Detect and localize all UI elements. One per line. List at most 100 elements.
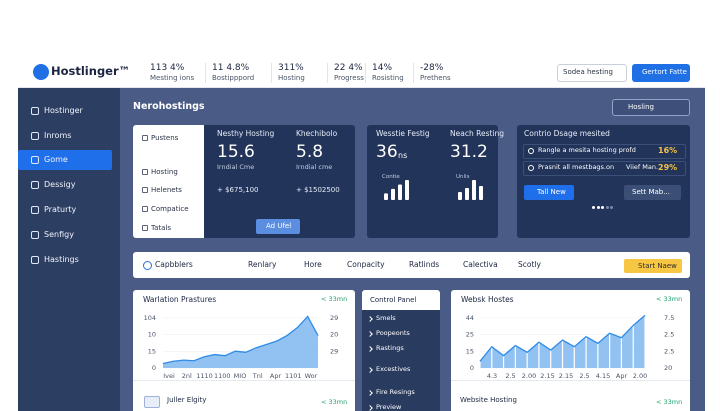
sidebar-icon[interactable] xyxy=(31,156,39,164)
sidebar-icon[interactable] xyxy=(31,107,39,115)
control-item[interactable]: Fire Resings xyxy=(376,388,415,396)
search-text[interactable]: Sodea hesting xyxy=(563,68,613,76)
stat-label: Mesting ions xyxy=(150,74,195,82)
tab-item[interactable]: Ratlinds xyxy=(409,260,440,269)
stat-label: Prethens xyxy=(420,74,451,82)
pager-dot[interactable] xyxy=(610,206,613,209)
menu-item[interactable]: Hosting xyxy=(151,168,178,176)
menu-item[interactable]: Helenets xyxy=(151,186,182,194)
pager-dot[interactable] xyxy=(605,206,609,209)
tab-item[interactable]: Conpacity xyxy=(347,260,385,269)
control-item[interactable]: Preview xyxy=(376,403,402,411)
usage-secondary-text[interactable]: Sett Mab... xyxy=(632,188,670,196)
chart-badge: < 33mn xyxy=(321,295,348,303)
sidebar-icon[interactable] xyxy=(31,181,39,189)
chart-badge: < 33mn xyxy=(656,295,683,303)
tab-item[interactable]: Scotly xyxy=(518,260,541,269)
menu-icon xyxy=(142,206,148,212)
control-header xyxy=(362,290,440,310)
metric-value: 15.6 xyxy=(217,142,255,162)
sidebar-icon[interactable] xyxy=(31,256,39,264)
header-button[interactable] xyxy=(632,64,690,82)
search-box[interactable] xyxy=(557,64,627,82)
select[interactable] xyxy=(612,99,690,116)
tab-button-text[interactable]: Start Naew xyxy=(638,262,677,270)
stats-unit: ns xyxy=(398,151,408,160)
chart-divider xyxy=(133,380,355,381)
footer-icon xyxy=(144,396,160,408)
pager-dot[interactable] xyxy=(601,206,604,209)
menu-icon xyxy=(142,169,148,175)
logo: Hostlinger™ xyxy=(51,64,131,78)
metrics-button-text[interactable]: Ad Ufel xyxy=(266,222,292,230)
chart-footer: Juller Elgity xyxy=(167,396,207,404)
stat-divider xyxy=(327,63,328,83)
sidebar-icon[interactable] xyxy=(31,132,39,140)
metric-delta: + $675,100 xyxy=(217,186,259,194)
stats-bar-label: Contie xyxy=(382,174,400,180)
sidebar-icon[interactable] xyxy=(31,231,39,239)
usage-icon xyxy=(528,165,534,171)
sidebar-active xyxy=(18,150,112,170)
pager-dot[interactable] xyxy=(596,206,600,209)
stat-label: Bostipppord xyxy=(212,74,255,82)
tab-button[interactable] xyxy=(624,259,682,273)
stat-value: 14% xyxy=(372,63,393,73)
chart-footer-badge: < 33mn xyxy=(321,398,348,406)
sidebar-item[interactable]: Inroms xyxy=(44,131,72,140)
sidebar-item[interactable]: Senfigy xyxy=(44,230,74,239)
stats-value: 36 xyxy=(376,142,398,162)
menu-card xyxy=(133,125,204,238)
chart-title: Warlation Prastures xyxy=(143,295,217,304)
metrics-button[interactable] xyxy=(256,219,300,234)
usage-row xyxy=(523,144,686,159)
select-text[interactable]: Hosling xyxy=(628,103,654,111)
usage-primary[interactable] xyxy=(524,185,574,200)
usage-secondary[interactable] xyxy=(624,185,681,200)
chart-title: Websk Hostes xyxy=(461,295,514,304)
stat-divider xyxy=(365,63,366,83)
stat-divider xyxy=(271,63,272,83)
page-title: Nerohostings xyxy=(133,101,205,112)
sidebar xyxy=(18,88,120,411)
control-item[interactable]: Excestives xyxy=(376,365,411,373)
chart-footer: Website Hosting xyxy=(460,396,517,404)
tab-label[interactable]: Capbblers xyxy=(155,260,193,269)
metric-sub: Irndial cme xyxy=(296,163,333,171)
tab-item[interactable]: Hore xyxy=(304,260,322,269)
control-title: Control Panel xyxy=(370,296,417,304)
stat-divider xyxy=(205,63,206,83)
header-bar xyxy=(18,58,705,88)
sidebar-item[interactable]: Praturty xyxy=(44,205,77,214)
tab-item[interactable]: Renlary xyxy=(248,260,277,269)
usage-primary-text[interactable]: Tall New xyxy=(537,188,566,196)
usage-text: Rangle a mesita hosting profd xyxy=(538,146,636,154)
metric-value: 5.8 xyxy=(296,142,324,162)
sidebar-item[interactable]: Hostinger xyxy=(44,106,83,115)
tab-item[interactable]: Calectiva xyxy=(463,260,498,269)
stat-label: Hosting xyxy=(278,74,305,82)
control-item[interactable]: Rastings xyxy=(376,344,404,352)
sidebar-item[interactable]: Hastings xyxy=(44,255,79,264)
menu-item[interactable]: Pustens xyxy=(151,134,179,142)
menu-item[interactable]: Compatice xyxy=(151,205,189,213)
stat-value: 311% xyxy=(278,63,304,73)
menu-icon xyxy=(142,187,148,193)
usage-card xyxy=(517,125,690,238)
sidebar-icon[interactable] xyxy=(31,206,39,214)
sidebar-item[interactable]: Dessigy xyxy=(44,180,76,189)
usage-text: Prasnit all mestbags.on xyxy=(538,163,615,171)
control-item[interactable]: Smels xyxy=(376,314,396,322)
menu-item[interactable]: Tatals xyxy=(151,224,172,232)
sidebar-item[interactable]: Gome xyxy=(44,155,68,164)
logo-icon xyxy=(33,64,49,80)
stats-bar-label: Unlis xyxy=(456,174,470,180)
stat-label: Rosisting xyxy=(372,74,404,82)
usage-value: 16% xyxy=(658,146,678,155)
control-item[interactable]: Poopeonts xyxy=(376,329,410,337)
chart-footer-badge: < 33mn xyxy=(656,398,683,406)
tab-bar xyxy=(133,252,690,278)
header-button-text[interactable]: Gertort Fatte xyxy=(642,68,687,76)
pager-dot[interactable] xyxy=(592,206,595,209)
